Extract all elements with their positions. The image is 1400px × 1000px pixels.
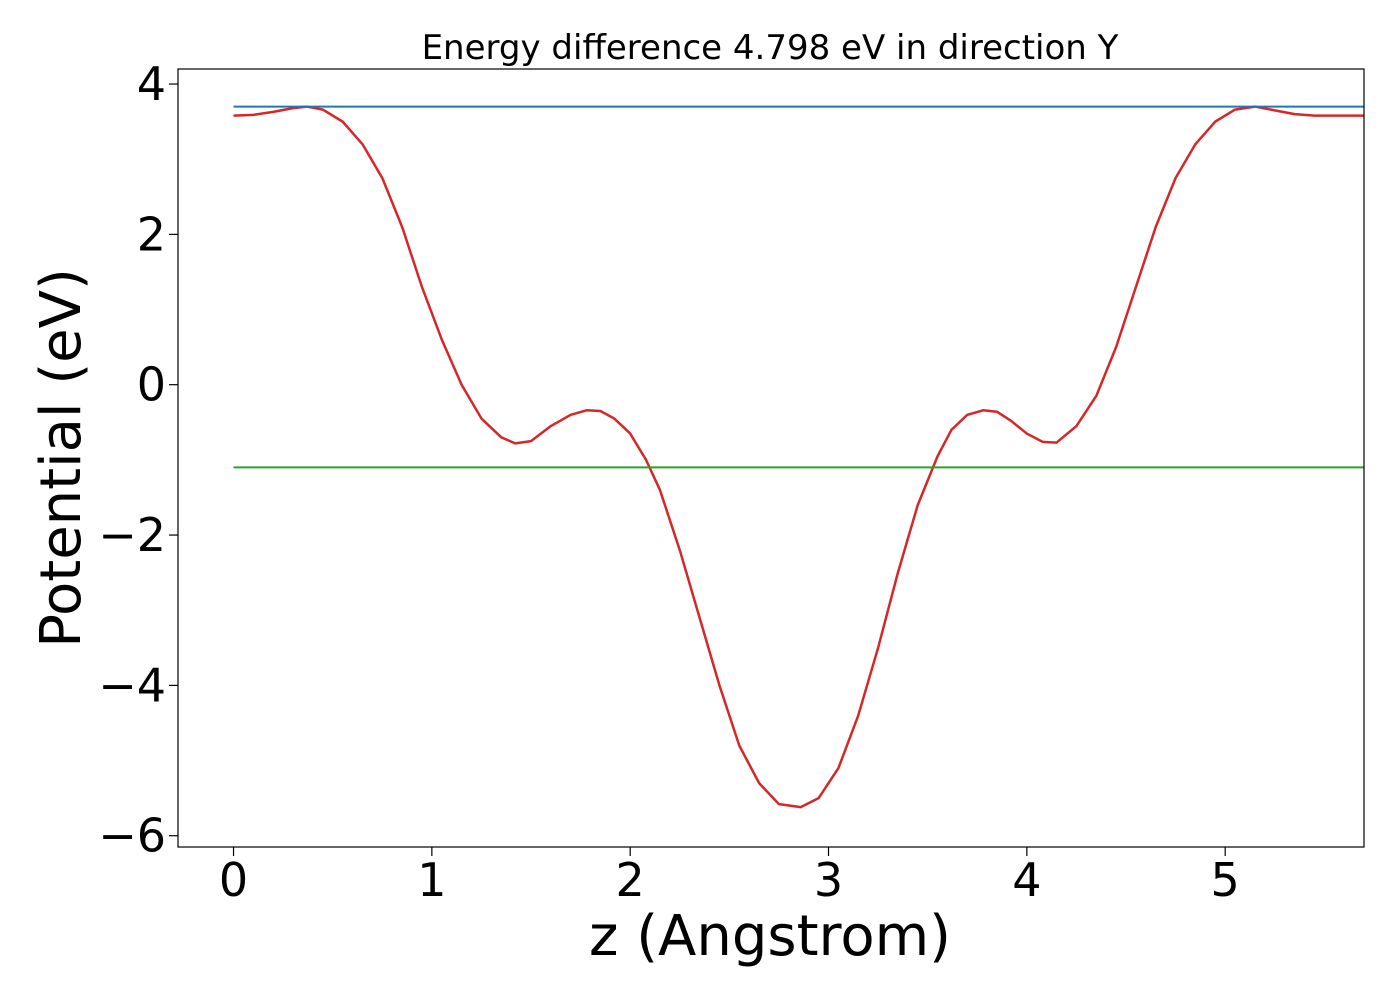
x-tick-label: 0 bbox=[219, 853, 248, 907]
x-tick-label: 2 bbox=[616, 853, 645, 907]
x-tick-label: 3 bbox=[814, 853, 843, 907]
y-axis-label: Potential (eV) bbox=[29, 268, 94, 648]
y-tick-label: 2 bbox=[137, 207, 166, 261]
y-tick-label: −6 bbox=[98, 809, 166, 863]
plot-frame bbox=[177, 68, 1365, 848]
x-axis: 0 1 2 3 4 5 bbox=[219, 847, 1240, 907]
x-tick-label: 4 bbox=[1012, 853, 1041, 907]
y-tick-label: 4 bbox=[137, 57, 166, 111]
y-tick-label: −2 bbox=[98, 508, 166, 562]
x-tick-label: 1 bbox=[417, 853, 446, 907]
series-line-0 bbox=[233, 105, 1364, 809]
x-axis-label: z (Angstrom) bbox=[589, 904, 951, 969]
plot-area bbox=[233, 105, 1364, 809]
chart-title: Energy difference 4.798 eV in direction … bbox=[422, 28, 1119, 68]
y-tick-label: 0 bbox=[137, 358, 166, 412]
y-tick-label: −4 bbox=[98, 658, 166, 712]
y-axis: −6 −4 −2 0 2 4 bbox=[98, 57, 178, 863]
x-tick-label: 5 bbox=[1211, 853, 1240, 907]
